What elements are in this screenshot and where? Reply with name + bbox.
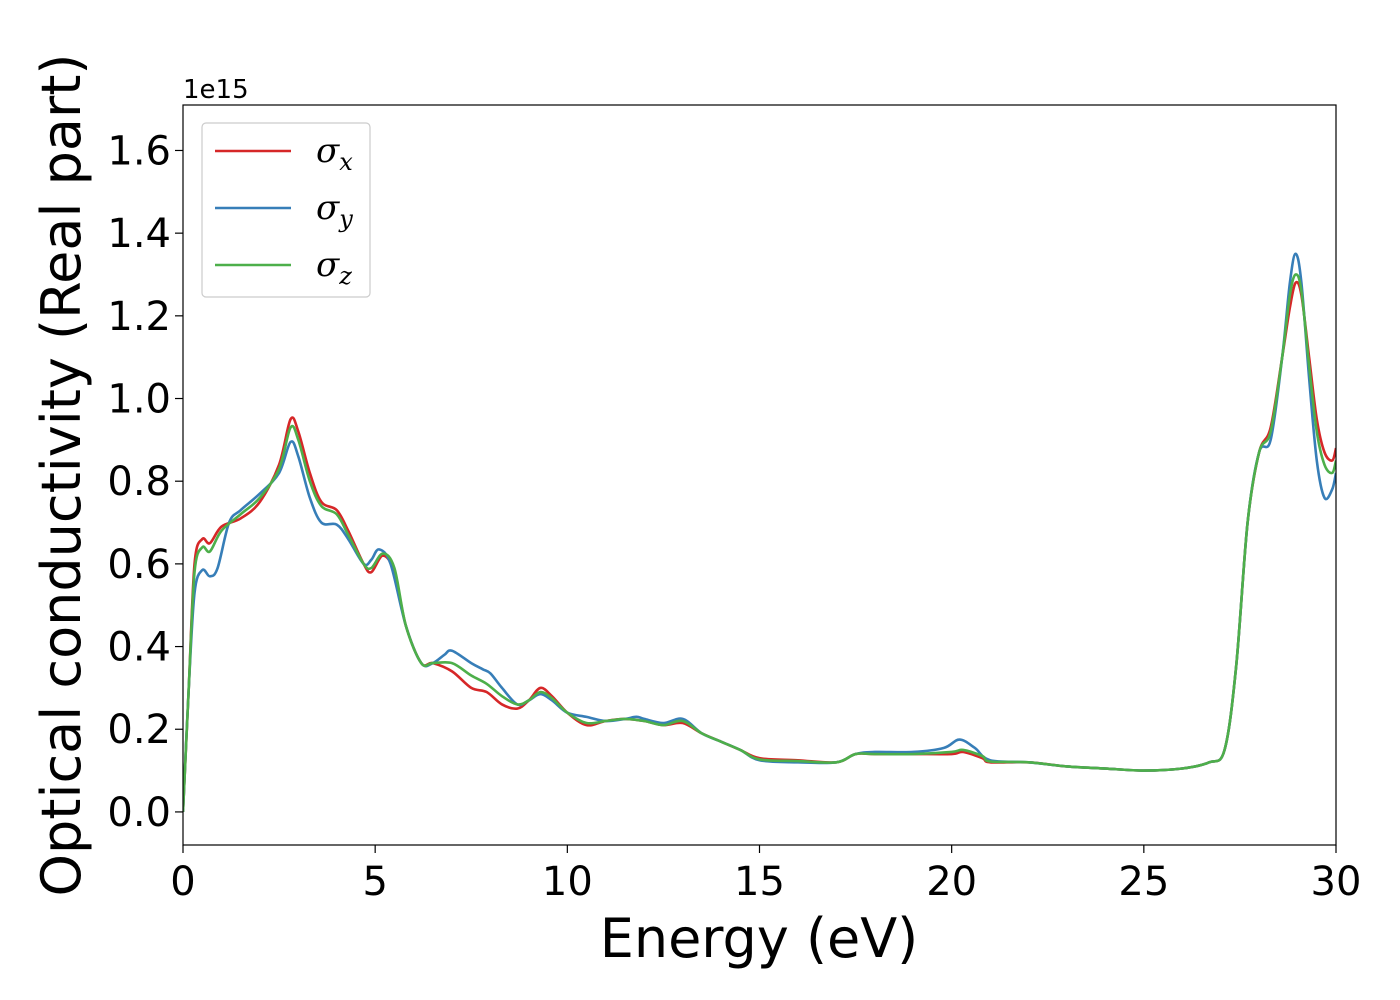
series-layer — [183, 252, 1336, 812]
series-line-z — [183, 273, 1336, 812]
legend-symbol: σ — [316, 245, 340, 285]
y-tick-label: 0.4 — [107, 625, 171, 671]
legend-subscript: z — [338, 262, 352, 290]
legend-subscript: x — [339, 148, 353, 176]
y-axis-label: Optical conductivity (Real part) — [30, 54, 93, 897]
legend-subscript: y — [338, 205, 353, 233]
plot-area — [183, 105, 1336, 845]
x-tick-label: 20 — [926, 859, 977, 905]
legend-label-y: σy — [316, 188, 353, 233]
legend-symbol: σ — [316, 188, 340, 228]
x-axis-ticks: 0 5 10 15 20 25 30 — [170, 845, 1361, 905]
y-axis-ticks: 0.0 0.2 0.4 0.6 0.8 1.0 1.2 1.4 1.6 — [107, 128, 183, 836]
x-tick-label: 0 — [170, 859, 195, 905]
y-tick-label: 0.6 — [107, 542, 171, 588]
legend-frame — [201, 122, 371, 298]
y-tick-label: 0.2 — [107, 707, 171, 753]
legend-label-z: σz — [316, 245, 352, 290]
y-tick-label: 1.2 — [107, 294, 171, 340]
y-tick-label: 0.8 — [107, 459, 171, 505]
legend-symbol: σ — [316, 131, 340, 171]
y-offset-text: 1e15 — [183, 75, 249, 105]
y-tick-label: 0.0 — [107, 790, 171, 836]
y-tick-label: 1.4 — [107, 211, 171, 257]
y-tick-label: 1.6 — [107, 128, 171, 174]
x-tick-label: 10 — [542, 859, 593, 905]
x-tick-label: 30 — [1311, 859, 1362, 905]
x-tick-label: 25 — [1118, 859, 1169, 905]
x-tick-label: 5 — [362, 859, 387, 905]
x-tick-label: 15 — [734, 859, 785, 905]
y-tick-label: 1.0 — [107, 377, 171, 423]
legend-label-x: σx — [316, 131, 353, 176]
x-axis-label: Energy (eV) — [600, 907, 919, 970]
